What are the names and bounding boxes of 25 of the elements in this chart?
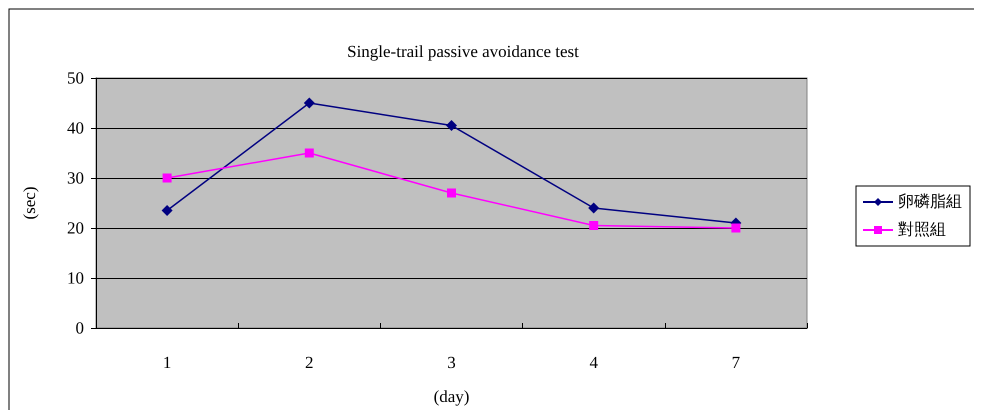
point — [446, 120, 457, 131]
y-tick-label: 40 — [67, 118, 84, 138]
point — [589, 221, 598, 230]
y-tick-label: 10 — [67, 268, 84, 288]
point — [731, 224, 740, 232]
x-tick-label: 4 — [589, 353, 598, 372]
point — [588, 202, 600, 214]
legend-label: 對照組 — [898, 220, 946, 238]
x-tick-label: 7 — [732, 353, 741, 372]
x-tick-label: 3 — [447, 353, 456, 372]
x-axis-title: (day) — [434, 387, 470, 406]
point — [304, 98, 315, 108]
point — [447, 188, 456, 198]
y-axis-title: (sec) — [20, 186, 39, 220]
chart-title: Single-trail passive avoidance test — [347, 42, 580, 61]
point — [162, 205, 173, 216]
legend-label: 卵磷脂組 — [898, 192, 962, 210]
y-tick-label: 30 — [67, 168, 84, 188]
point — [304, 148, 314, 158]
y-tick-label: 20 — [67, 218, 84, 238]
point — [162, 174, 172, 182]
x-tick-label: 1 — [162, 353, 172, 372]
y-tick-label: 50 — [67, 68, 84, 88]
x-tick-label: 2 — [305, 353, 314, 372]
y-tick-label: 0 — [76, 318, 84, 338]
